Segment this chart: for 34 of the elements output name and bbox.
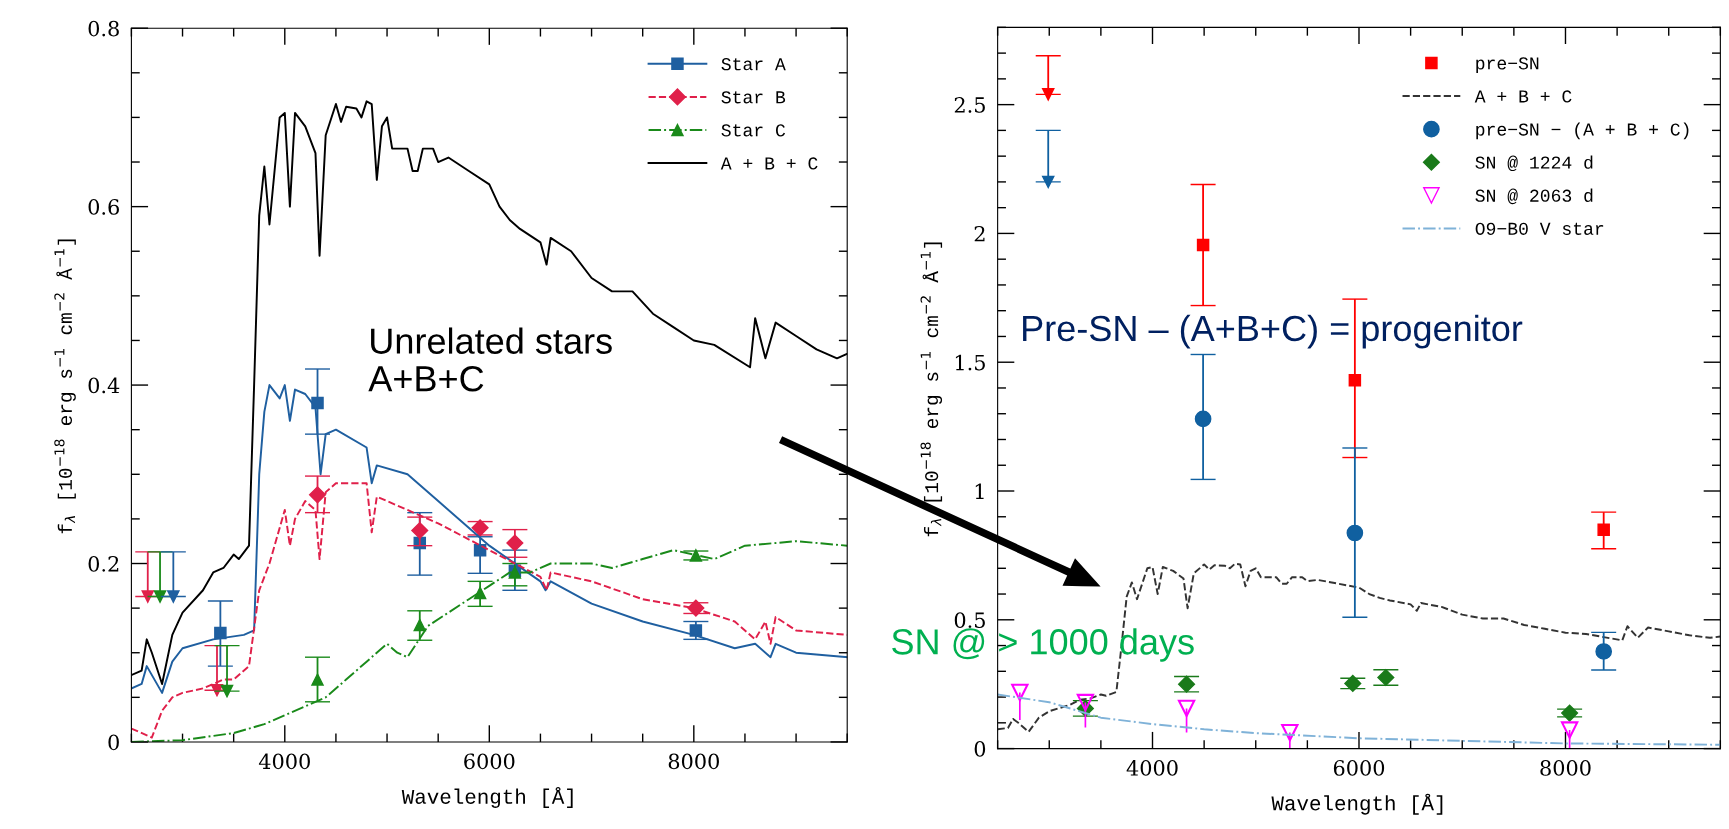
y-tick-label: 1.5 [955,354,985,371]
legend-label: Star B [721,91,786,104]
legend-label: A + B + C [720,157,818,170]
legend-label: pre−SN [1476,57,1539,74]
x-tick-label: 6000 [1333,760,1385,776]
y-tick-label: 0.4 [88,377,120,394]
text: f$_{λ}$ [10$^{−18}$ erg s$^{−1}$ cm$^{−2}$ Å$^{−1}$] [920,242,943,537]
legend-label: pre−SN − (A + B + C) [1476,122,1689,140]
annotation: SN @ > 1000 days [892,628,1194,662]
y-tick-label: 0 [974,741,986,757]
x-tick-label: 8000 [668,753,719,770]
y-tick-label: 0.8 [88,20,119,37]
text: f$_{λ}$ [10$^{−18}$ erg s$^{−1}$ cm$^{−2}$ Å$^{−1}$] [54,239,76,534]
x-tick-label: 6000 [464,753,515,770]
x-axis-title: Wavelength [Å] [401,787,573,809]
y-tick-label: 0 [108,734,119,751]
y-tick-label: 0.2 [88,555,119,572]
annotation: Unrelated stars A+B+C [368,327,612,392]
legend-label: Star C [721,124,786,137]
legend-label: O9−B0 V star [1475,222,1604,235]
x-tick-label: 4000 [1126,760,1178,776]
y-tick-label: 2 [974,225,985,242]
y-tick-label: 0.6 [88,199,119,215]
legend-label: SN @ 1224 d [1475,155,1593,172]
legend-label: Star A [721,58,786,71]
x-axis-title: Wavelength [Å] [1271,793,1443,815]
y-tick-label: 0.5 [954,612,985,629]
legend-label: SN @ 2063 d [1475,188,1593,205]
y-tick-label: 1 [975,483,984,499]
x-tick-label: 8000 [1540,760,1591,776]
legend-label: A + B + C [1474,90,1572,103]
annotation: Pre-SN – (A+B+C) = progenitor [1023,314,1523,349]
y-tick-label: 2.5 [954,97,985,113]
x-tick-label: 4000 [258,753,310,770]
